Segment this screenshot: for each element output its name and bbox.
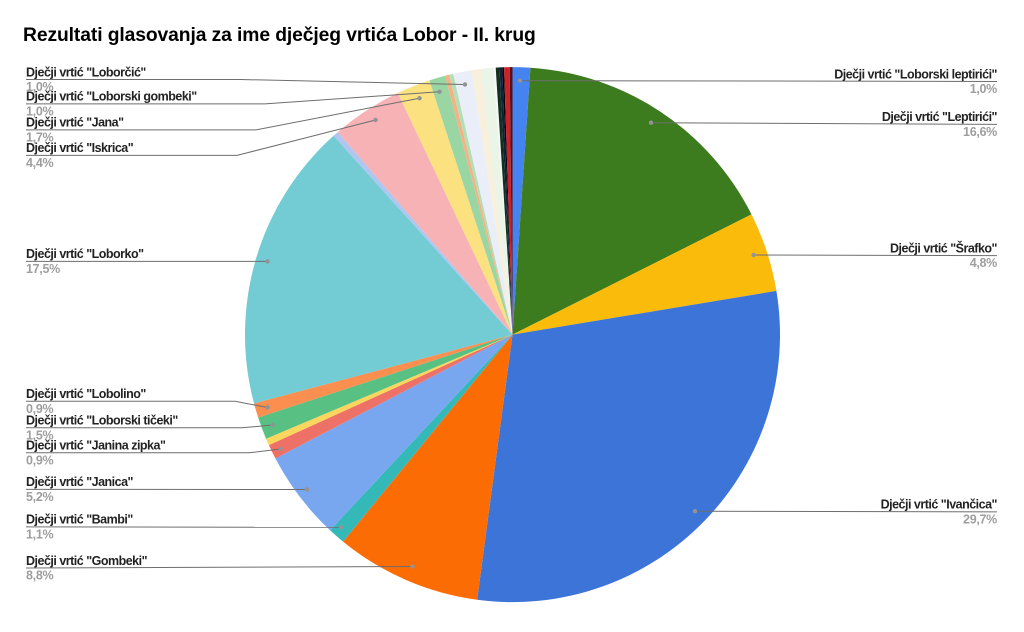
svg-text:4,8%: 4,8% [970, 256, 997, 270]
svg-text:Rezultati glasovanja za ime dj: Rezultati glasovanja za ime dječjeg vrti… [23, 25, 536, 46]
svg-text:Dječji vrtić "Loborski leptiri: Dječji vrtić "Loborski leptirići" [834, 67, 997, 81]
svg-text:Dječji vrtić "Ivančica": Dječji vrtić "Ivančica" [881, 498, 998, 512]
svg-text:4,4%: 4,4% [26, 156, 53, 170]
svg-text:Dječji vrtić "Loborko": Dječji vrtić "Loborko" [26, 247, 144, 261]
svg-text:Dječji vrtić "Bambi": Dječji vrtić "Bambi" [26, 513, 133, 527]
svg-text:0,9%: 0,9% [26, 402, 53, 416]
svg-text:16,6%: 16,6% [963, 125, 997, 139]
svg-text:1,0%: 1,0% [26, 105, 53, 119]
svg-text:Dječji vrtić "Loborski tičeki": Dječji vrtić "Loborski tičeki" [26, 414, 178, 428]
svg-text:1,0%: 1,0% [970, 82, 997, 96]
svg-text:29,7%: 29,7% [963, 513, 997, 527]
svg-text:Dječji vrtić "Jana": Dječji vrtić "Jana" [26, 116, 124, 130]
svg-text:Dječji vrtić "Gombeki": Dječji vrtić "Gombeki" [26, 554, 148, 568]
svg-text:Dječji vrtić "Janica": Dječji vrtić "Janica" [26, 475, 134, 489]
svg-text:5,2%: 5,2% [26, 490, 53, 504]
svg-text:Dječji vrtić "Lobolino": Dječji vrtić "Lobolino" [26, 387, 146, 401]
svg-text:0,9%: 0,9% [26, 453, 53, 467]
svg-text:Dječji vrtić "Loborčić": Dječji vrtić "Loborčić" [26, 65, 146, 79]
svg-text:Dječji vrtić "Iskrica": Dječji vrtić "Iskrica" [26, 141, 134, 155]
svg-text:17,5%: 17,5% [26, 262, 60, 276]
svg-text:Dječji vrtić "Janina zipka": Dječji vrtić "Janina zipka" [26, 439, 166, 453]
svg-text:1,7%: 1,7% [26, 131, 53, 145]
svg-text:Dječji vrtić "Šrafko": Dječji vrtić "Šrafko" [890, 240, 998, 255]
svg-text:Dječji vrtić "Leptirići": Dječji vrtić "Leptirići" [882, 110, 998, 124]
svg-text:Dječji vrtić "Loborski gombeki: Dječji vrtić "Loborski gombeki" [26, 90, 197, 104]
svg-text:8,8%: 8,8% [26, 569, 53, 583]
svg-text:1,5%: 1,5% [26, 428, 53, 442]
svg-text:1,1%: 1,1% [26, 528, 53, 542]
svg-text:1,0%: 1,0% [26, 80, 53, 94]
